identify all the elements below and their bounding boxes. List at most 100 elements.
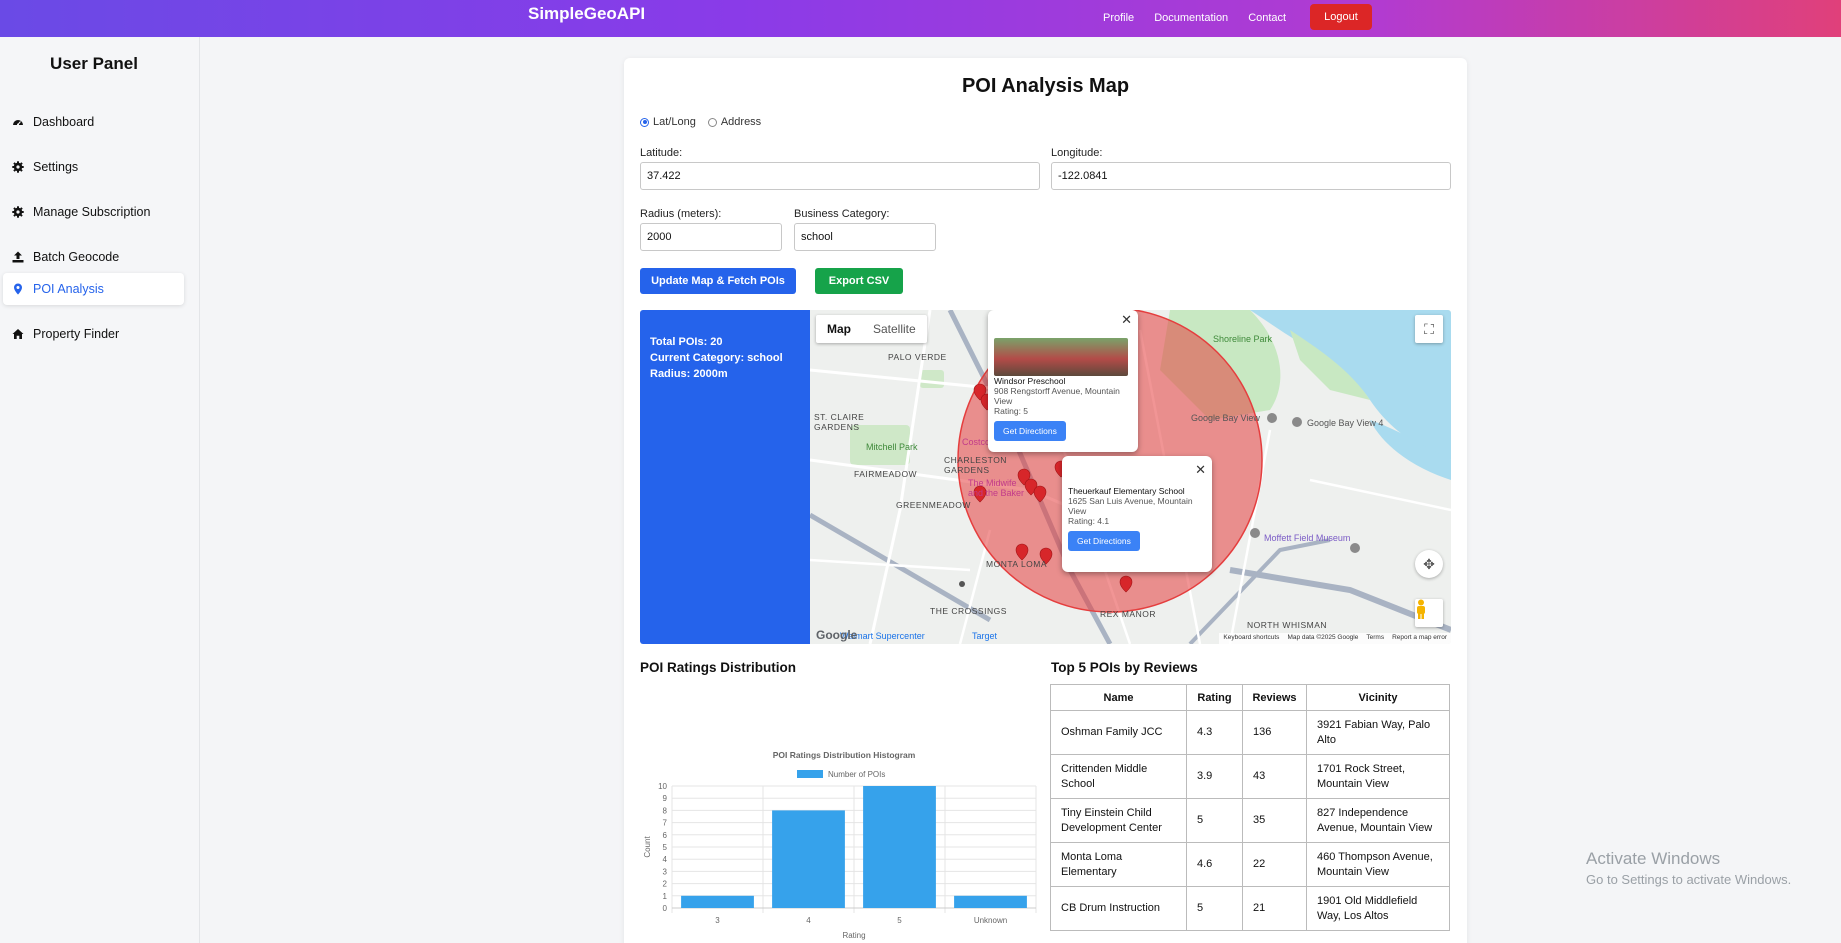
area-label: MONTA LOMA bbox=[986, 559, 1048, 569]
place-label: Google Bay View 4 bbox=[1307, 418, 1384, 428]
poi-rating: Rating: 5 bbox=[994, 406, 1029, 416]
cell-name: Tiny Einstein Child Development Center bbox=[1050, 798, 1187, 843]
logout-button[interactable]: Logout bbox=[1310, 4, 1372, 30]
area-label: THE CROSSINGS bbox=[930, 606, 1007, 616]
latlong-radio-label[interactable]: Lat/Long bbox=[653, 116, 696, 128]
table-header-row: Name Rating Reviews Vicinity bbox=[1050, 684, 1450, 711]
map-camera-control-icon[interactable]: ✥ bbox=[1415, 550, 1443, 578]
close-icon[interactable]: ✕ bbox=[1195, 462, 1206, 477]
cell-name: Monta Loma Elementary bbox=[1050, 842, 1187, 887]
update-map-button[interactable]: Update Map & Fetch POIs bbox=[640, 268, 796, 294]
fullscreen-icon[interactable]: ⛶ bbox=[1415, 315, 1443, 343]
terms-link[interactable]: Terms bbox=[1366, 634, 1385, 641]
sidebar-item-poi-analysis[interactable]: POI Analysis bbox=[3, 273, 184, 305]
y-tick-label: 1 bbox=[663, 892, 668, 901]
top5-section-title: Top 5 POIs by Reviews bbox=[1051, 660, 1198, 675]
place-label: Moffett Field Museum bbox=[1264, 533, 1351, 543]
area-label: NORTH WHISMAN bbox=[1247, 620, 1328, 630]
export-csv-button[interactable]: Export CSV bbox=[815, 268, 903, 294]
category-input[interactable]: school bbox=[794, 223, 936, 251]
sidebar-item-label: Manage Subscription bbox=[33, 205, 151, 219]
sidebar-item-settings[interactable]: Settings bbox=[3, 151, 184, 183]
poi-address: 908 Rengstorff Avenue, Mountain View bbox=[994, 386, 1120, 406]
y-tick-label: 10 bbox=[658, 782, 667, 791]
keyboard-shortcuts-link[interactable]: Keyboard shortcuts bbox=[1223, 634, 1280, 641]
radius-label: Radius (meters): bbox=[640, 208, 722, 220]
sidebar: User Panel Dashboard Settings Manage Sub… bbox=[0, 37, 200, 943]
address-radio[interactable] bbox=[707, 117, 717, 127]
watermark-line-1: Activate Windows bbox=[1586, 849, 1721, 868]
cell-name: Oshman Family JCC bbox=[1050, 710, 1187, 755]
longitude-label: Longitude: bbox=[1051, 147, 1103, 159]
close-icon[interactable]: ✕ bbox=[1121, 312, 1132, 327]
longitude-input[interactable]: -122.0841 bbox=[1051, 162, 1451, 190]
latlong-radio[interactable] bbox=[640, 117, 649, 127]
google-logo: Google bbox=[816, 628, 858, 642]
y-tick-label: 6 bbox=[663, 831, 668, 840]
place-label: Walmart Supercenter bbox=[840, 631, 925, 641]
nav-profile-link[interactable]: Profile bbox=[1103, 12, 1135, 24]
sidebar-item-dashboard[interactable]: Dashboard bbox=[3, 106, 184, 138]
street-view-pegman-icon[interactable] bbox=[1415, 599, 1443, 627]
chart-title: POI Ratings Distribution Histogram bbox=[773, 750, 916, 760]
sidebar-item-label: Settings bbox=[33, 160, 79, 174]
radius-text: Radius: 2000m bbox=[650, 368, 728, 380]
cell-reviews: 43 bbox=[1242, 754, 1307, 799]
cell-name: Crittenden Middle School bbox=[1050, 754, 1187, 799]
brand-logo[interactable]: SimpleGeoAPI bbox=[528, 4, 646, 23]
y-tick-label: 7 bbox=[663, 819, 668, 828]
cell-vicinity: 1701 Rock Street, Mountain View bbox=[1306, 754, 1450, 799]
map-type-satellite-button[interactable]: Satellite bbox=[873, 322, 916, 336]
x-tick-label: 4 bbox=[806, 916, 811, 925]
x-tick-label: Unknown bbox=[974, 916, 1007, 925]
cell-name: CB Drum Instruction bbox=[1050, 886, 1187, 931]
poi-name: Theuerkauf Elementary School bbox=[1068, 486, 1185, 496]
area-label: PALO VERDE bbox=[888, 352, 947, 362]
current-category-text: Current Category: school bbox=[650, 352, 783, 364]
upload-icon bbox=[12, 251, 24, 263]
home-icon bbox=[12, 329, 24, 339]
google-map[interactable]: PALO VERDE ST. CLAIRE GARDENS FAIRMEADOW… bbox=[810, 310, 1451, 644]
histogram-bar bbox=[681, 895, 754, 908]
map-data-attribution: Map data ©2025 Google bbox=[1287, 634, 1359, 641]
legend-label: Number of POIs bbox=[828, 770, 885, 779]
cell-rating: 5 bbox=[1186, 798, 1243, 843]
cell-reviews: 21 bbox=[1242, 886, 1307, 931]
latitude-label: Latitude: bbox=[640, 147, 683, 159]
sidebar-item-property-finder[interactable]: Property Finder bbox=[3, 318, 184, 350]
ratings-section-title: POI Ratings Distribution bbox=[640, 660, 797, 675]
nav-links: Profile Documentation Contact Logout bbox=[1103, 4, 1372, 30]
sidebar-item-label: Dashboard bbox=[33, 115, 95, 129]
cell-reviews: 22 bbox=[1242, 842, 1307, 887]
table-row: Tiny Einstein Child Development Center 5 3… bbox=[1050, 798, 1450, 843]
y-tick-label: 2 bbox=[663, 880, 668, 889]
place-label: Costco bbox=[962, 437, 991, 447]
map-type-map-button[interactable]: Map bbox=[827, 322, 851, 336]
get-directions-button[interactable]: Get Directions bbox=[994, 421, 1066, 441]
cell-vicinity: 460 Thompson Avenue, Mountain View bbox=[1306, 842, 1450, 887]
place-label: Google Bay View bbox=[1191, 413, 1260, 423]
report-map-error-link[interactable]: Report a map error bbox=[1392, 634, 1447, 641]
latitude-input[interactable]: 37.422 bbox=[640, 162, 1040, 190]
y-tick-label: 4 bbox=[663, 855, 668, 864]
address-radio-label[interactable]: Address bbox=[720, 116, 762, 128]
nav-documentation-link[interactable]: Documentation bbox=[1154, 12, 1229, 24]
sidebar-item-batch-geocode[interactable]: Batch Geocode bbox=[3, 241, 184, 273]
nav-contact-link[interactable]: Contact bbox=[1248, 12, 1287, 24]
poi-photo bbox=[994, 338, 1128, 376]
place-label: Mitchell Park bbox=[866, 442, 918, 452]
x-tick-label: 3 bbox=[715, 916, 720, 925]
radius-input[interactable]: 2000 bbox=[640, 223, 782, 251]
sidebar-item-manage-subscription[interactable]: Manage Subscription bbox=[3, 196, 184, 228]
table-row: CB Drum Instruction 5 21 1901 Old Middlefie… bbox=[1050, 886, 1450, 931]
histogram-bar bbox=[863, 786, 936, 908]
ratings-histogram: POI Ratings Distribution Histogram Number… bbox=[643, 750, 1037, 940]
total-pois-text: Total POIs: 20 bbox=[650, 336, 723, 348]
cell-reviews: 35 bbox=[1242, 798, 1307, 843]
x-tick-label: 5 bbox=[897, 916, 902, 925]
table-row: Monta Loma Elementary 4.6 22 460 Thompson A… bbox=[1050, 842, 1450, 887]
top5-table: Name Rating Reviews Vicinity Oshman Fami… bbox=[1050, 684, 1450, 931]
get-directions-button[interactable]: Get Directions bbox=[1068, 531, 1140, 551]
y-tick-label: 5 bbox=[663, 843, 668, 852]
y-tick-label: 0 bbox=[663, 904, 668, 913]
